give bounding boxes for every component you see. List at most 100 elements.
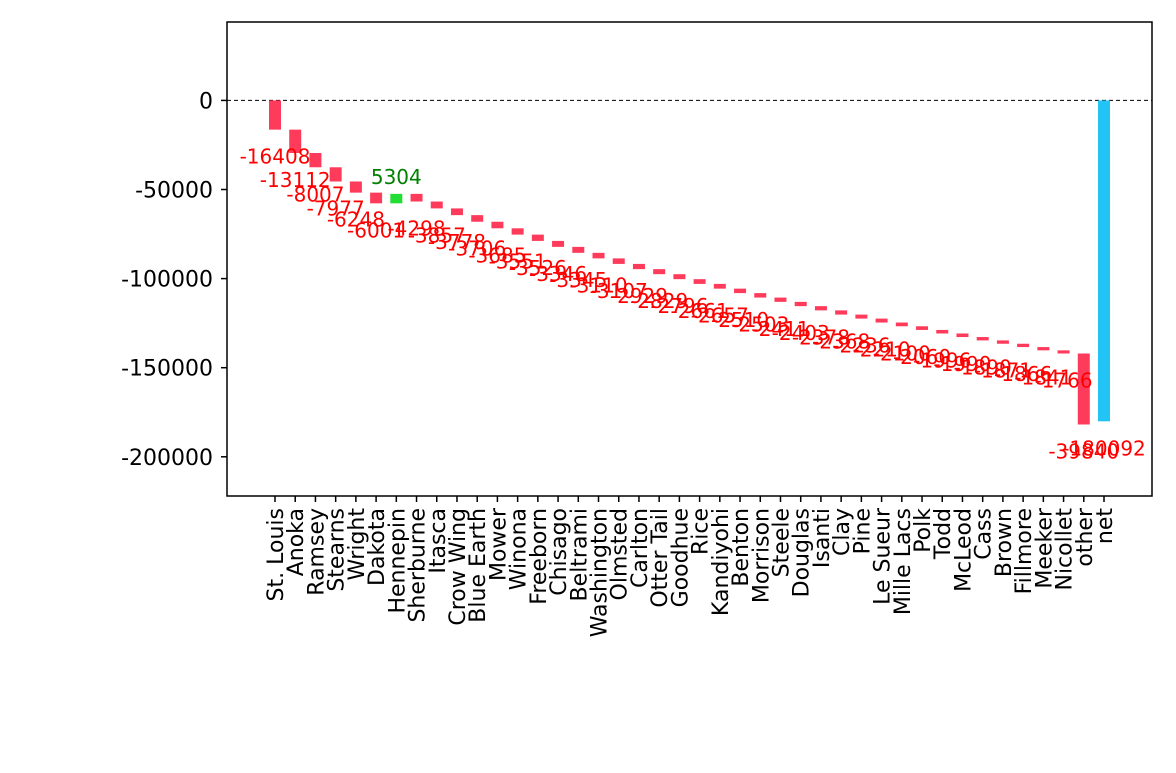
x-tick-label-22: Kandiyohi	[709, 508, 734, 616]
x-tick-label-6: Hennepin	[385, 508, 410, 614]
bar-25	[774, 297, 787, 302]
y-tick-label-1: -50000	[135, 179, 213, 204]
value-label-32: -2060	[893, 345, 951, 369]
bar-29	[855, 314, 868, 319]
value-label-17: -3107	[590, 279, 648, 303]
value-label-23: -2510	[711, 308, 769, 332]
bar-5	[370, 192, 383, 204]
value-labels-group: -16408-13112-8007-7977-6248-6001 5304 -429…	[240, 145, 1146, 464]
x-tick-label-31: Mille Lacs	[891, 508, 916, 615]
x-tick-label-33: Todd	[931, 508, 956, 560]
bar-22	[713, 283, 726, 289]
x-axis: St. LouisAnokaRamseyStearnsWrightDakotaH…	[264, 496, 1118, 637]
bar-36	[996, 340, 1009, 344]
x-tick-label-0: St. Louis	[264, 508, 289, 601]
bar-33	[936, 329, 949, 334]
x-tick-label-23: Benton	[729, 508, 754, 587]
value-label-2: -8007	[286, 182, 344, 206]
bar-23	[734, 288, 747, 294]
value-label-29: -2236	[832, 334, 890, 358]
x-tick-label-16: Washington	[588, 508, 613, 637]
x-tick-label-35: Cass	[972, 508, 997, 560]
value-label-27: -2378	[792, 325, 850, 349]
bar-40	[1077, 353, 1090, 425]
bar-32	[916, 326, 929, 330]
value-label-28: -2368	[812, 330, 870, 354]
value-label-7: -4298	[387, 217, 445, 241]
x-tick-label-39: Nicollet	[1053, 508, 1078, 591]
bar-34	[956, 333, 969, 338]
x-tick-label-9: Crow Wing	[446, 508, 471, 626]
value-label-22: -2657	[691, 304, 749, 328]
bar-31	[895, 322, 908, 327]
x-tick-label-21: Rice	[689, 508, 714, 555]
value-label-1: -13112	[260, 168, 331, 192]
bar-37	[1017, 343, 1030, 348]
x-tick-label-38: Meeker	[1032, 507, 1057, 589]
value-label-15: -3345	[549, 268, 607, 292]
bar-18	[632, 263, 645, 270]
x-tick-label-24: Morrison	[749, 508, 774, 603]
value-label-9: -3778	[428, 230, 486, 254]
value-label-36: -1871	[974, 359, 1032, 383]
x-tick-label-37: Fillmore	[1012, 508, 1037, 594]
x-tick-label-34: McLeod	[951, 508, 976, 592]
value-label-6: 5304	[371, 165, 422, 189]
value-label-31: -2100	[873, 341, 931, 365]
value-label-14: -3346	[529, 262, 587, 286]
bar-7	[410, 193, 423, 202]
bar-27	[814, 306, 827, 311]
bar-16	[592, 252, 605, 259]
value-label-39: -1766	[1034, 368, 1092, 392]
value-label-5: -6001	[347, 218, 405, 242]
value-label-26: -2403	[772, 321, 830, 345]
x-tick-label-17: Olmsted	[608, 508, 633, 600]
x-tick-label-30: Le Sueur	[871, 507, 896, 605]
bar-38	[1037, 347, 1050, 351]
bar-39	[1057, 350, 1070, 354]
x-tick-label-4: Wright	[345, 508, 370, 581]
bar-13	[531, 234, 544, 241]
x-tick-label-3: Stearns	[325, 508, 350, 592]
x-tick-label-36: Brown	[992, 508, 1017, 577]
plot-area	[227, 22, 1152, 496]
x-tick-label-25: Steele	[769, 508, 794, 577]
bar-24	[754, 293, 767, 298]
value-label-16: -3110	[569, 273, 627, 297]
x-tick-label-40: other	[1073, 507, 1098, 567]
value-label-11: -3685	[468, 243, 526, 267]
value-label-30: -2210	[853, 338, 911, 362]
x-tick-label-5: Dakota	[365, 508, 390, 586]
x-tick-label-20: Goodhue	[668, 508, 693, 607]
bar-26	[794, 301, 807, 307]
x-tick-label-26: Douglas	[790, 508, 815, 597]
value-label-24: -2503	[731, 313, 789, 337]
value-label-19: -2829	[630, 289, 688, 313]
value-label-10: -3706	[448, 237, 506, 261]
bar-35	[976, 337, 989, 341]
plot-frame	[226, 21, 1153, 497]
value-label-35: -1890	[954, 355, 1012, 379]
x-tick-label-12: Winona	[507, 508, 532, 590]
bar-9	[450, 208, 463, 216]
bar-10	[471, 215, 484, 222]
x-tick-label-19: Otter Tail	[648, 508, 673, 608]
bar-41	[1098, 100, 1110, 422]
x-tick-label-28: Clay	[830, 508, 855, 556]
value-label-12: -3551	[489, 250, 547, 274]
value-label-0: -16408	[240, 145, 311, 169]
value-label-40: -39840	[1048, 439, 1119, 463]
y-axis: 0 -50000 -100000 -150000 -200000	[121, 89, 227, 471]
bar-8	[430, 201, 443, 209]
x-tick-label-27: Isanti	[810, 508, 835, 568]
x-tick-label-7: Sherburne	[406, 508, 431, 623]
value-label-41: -180092	[1062, 436, 1146, 460]
bar-17	[612, 258, 625, 264]
bar-2	[309, 153, 322, 168]
value-label-20: -2796	[650, 294, 708, 318]
y-tick-label-3: -150000	[121, 357, 213, 382]
bar-11	[491, 221, 504, 229]
value-label-13: -3526	[509, 256, 567, 280]
bar-20	[673, 274, 686, 280]
